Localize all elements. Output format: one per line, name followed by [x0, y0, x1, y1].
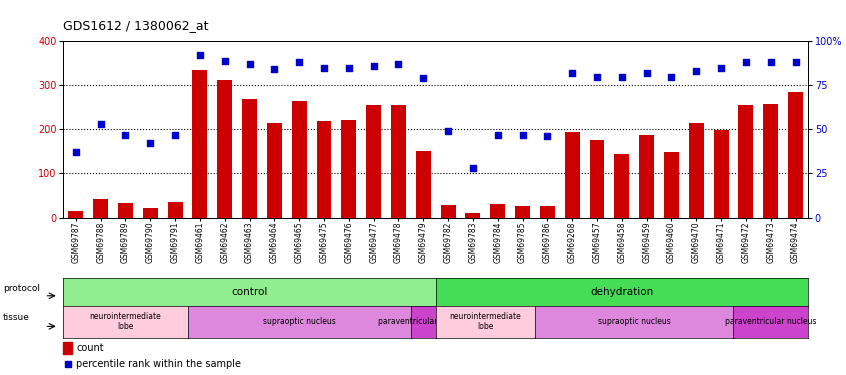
Point	[689, 68, 703, 74]
Text: supraoptic nucleus: supraoptic nucleus	[263, 317, 336, 326]
Bar	[739, 105, 753, 218]
Point	[442, 128, 455, 134]
Bar	[193, 70, 207, 217]
Point	[591, 74, 604, 80]
Bar	[391, 105, 406, 218]
Point	[243, 61, 256, 67]
Point	[293, 59, 306, 65]
Bar	[366, 105, 381, 218]
Bar	[342, 120, 356, 218]
Point	[491, 132, 504, 138]
Bar	[540, 207, 555, 218]
Point	[94, 121, 107, 127]
Bar	[515, 207, 530, 218]
Bar	[763, 104, 778, 218]
Bar	[664, 152, 678, 217]
Bar	[590, 140, 604, 218]
Bar	[267, 123, 282, 218]
Bar	[242, 99, 257, 218]
Bar	[614, 154, 629, 218]
Text: supraoptic nucleus: supraoptic nucleus	[598, 317, 671, 326]
Point	[739, 59, 753, 65]
Point	[565, 70, 579, 76]
Bar	[640, 135, 654, 218]
Bar	[217, 80, 232, 218]
Bar	[63, 342, 72, 354]
Bar	[69, 211, 83, 218]
Point	[342, 64, 355, 70]
Text: dehydration: dehydration	[591, 286, 653, 297]
Text: neurointermediate
lobe: neurointermediate lobe	[90, 312, 162, 331]
Bar	[168, 202, 183, 217]
Point	[392, 61, 405, 67]
Point	[640, 70, 653, 76]
Bar	[788, 92, 803, 218]
Bar	[292, 101, 306, 217]
Bar	[491, 204, 505, 218]
Point	[764, 59, 777, 65]
Bar	[416, 150, 431, 217]
Bar	[689, 123, 704, 218]
Point	[541, 134, 554, 140]
Text: paraventricular nucleus: paraventricular nucleus	[377, 317, 469, 326]
Bar	[465, 213, 481, 217]
Bar	[143, 208, 157, 218]
Text: protocol: protocol	[3, 284, 40, 292]
Point	[788, 59, 802, 65]
Point	[466, 165, 480, 171]
Bar	[93, 199, 108, 217]
Point	[367, 63, 381, 69]
Text: tissue: tissue	[3, 313, 30, 322]
Bar	[565, 132, 580, 218]
Point	[317, 64, 331, 70]
Point	[665, 74, 678, 80]
Point	[144, 141, 157, 147]
Text: paraventricular nucleus: paraventricular nucleus	[725, 317, 816, 326]
Point	[615, 74, 629, 80]
Point	[218, 58, 232, 64]
Point	[69, 149, 83, 155]
Point	[168, 132, 182, 138]
Point	[267, 66, 281, 72]
Point	[118, 132, 132, 138]
Point	[61, 361, 74, 367]
Point	[416, 75, 430, 81]
Point	[193, 53, 206, 58]
Text: control: control	[232, 286, 267, 297]
Bar	[714, 130, 728, 218]
Text: count: count	[76, 343, 104, 352]
Bar	[118, 203, 133, 217]
Bar	[316, 122, 332, 218]
Point	[516, 132, 530, 138]
Text: GDS1612 / 1380062_at: GDS1612 / 1380062_at	[63, 19, 209, 32]
Point	[714, 64, 728, 70]
Text: percentile rank within the sample: percentile rank within the sample	[76, 359, 241, 369]
Text: neurointermediate
lobe: neurointermediate lobe	[449, 312, 521, 331]
Bar	[441, 205, 455, 218]
